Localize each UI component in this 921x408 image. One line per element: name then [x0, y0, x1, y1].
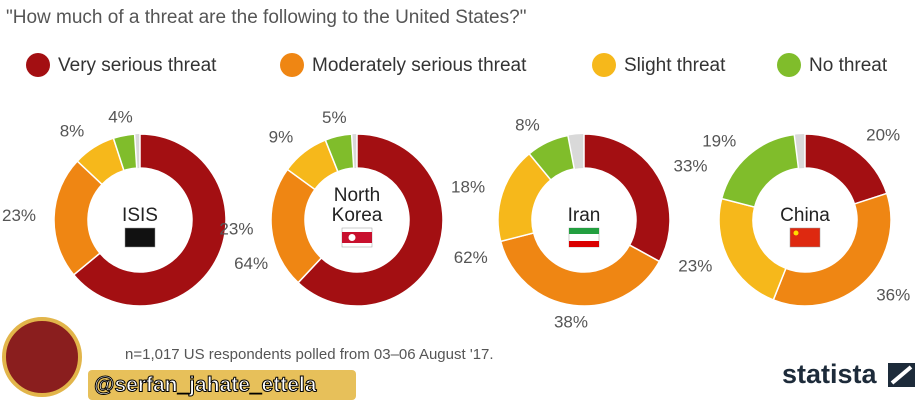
- logo-icon-mark: [890, 365, 913, 385]
- legend-marker: [280, 53, 304, 77]
- donut-slice: [112, 133, 138, 172]
- donut-slice: [499, 232, 661, 307]
- note: n=1,017 US respondents polled from 03–06…: [125, 346, 494, 363]
- watermark-bg: [88, 370, 356, 400]
- donut-slice: [324, 133, 355, 173]
- donut-label-box: China: [780, 205, 830, 226]
- data-label: 8%: [515, 115, 540, 134]
- data-label: 8%: [60, 122, 85, 141]
- data-label: 38%: [554, 313, 588, 332]
- donut-label-box: North Korea: [331, 185, 383, 226]
- donut-slice: [720, 133, 800, 208]
- legend-label: Moderately serious threat: [312, 55, 527, 76]
- data-label: 23%: [678, 257, 712, 276]
- data-label: 5%: [322, 108, 347, 127]
- donut-label: ISIS: [122, 205, 158, 226]
- donut-slice: [772, 192, 892, 307]
- flag-band: [569, 241, 599, 247]
- donut-label: China: [780, 205, 830, 226]
- data-label: 36%: [876, 285, 910, 304]
- legend-label: Slight threat: [624, 55, 726, 76]
- legend-marker: [777, 53, 801, 77]
- flag: [789, 227, 821, 248]
- legend-marker: [592, 53, 616, 77]
- watermark-emblem: [2, 317, 82, 397]
- source-logo: statista: [782, 359, 878, 389]
- data-label: 62%: [454, 248, 488, 267]
- legend-marker: [26, 53, 50, 77]
- watermark: @serfan_jahate_ettela: [94, 374, 317, 397]
- donut-slice: [528, 134, 576, 181]
- data-label: 9%: [269, 127, 294, 146]
- data-label: 4%: [108, 107, 133, 126]
- data-label: 19%: [702, 131, 736, 150]
- data-label: 64%: [234, 254, 268, 273]
- donut-label: Iran: [567, 205, 601, 226]
- flag: [124, 227, 156, 248]
- legend-label: No threat: [809, 55, 888, 76]
- donut-slice: [297, 133, 444, 307]
- data-label: 33%: [674, 157, 708, 176]
- data-label: 18%: [451, 177, 485, 196]
- donut-slice: [583, 133, 671, 263]
- flag-band: [569, 228, 599, 234]
- data-label: 20%: [866, 125, 900, 144]
- donut-label-box: Iran: [567, 205, 601, 226]
- flag-band: [342, 232, 372, 243]
- donut-slice: [72, 133, 227, 307]
- donut-label: North Korea: [331, 185, 383, 226]
- flag-star: [793, 230, 799, 236]
- data-label: 23%: [219, 219, 253, 238]
- data-label: 23%: [2, 206, 36, 225]
- donut-label-box: ISIS: [122, 205, 158, 226]
- chart-title: "How much of a threat are the following …: [6, 7, 526, 28]
- flag-emblem: [348, 234, 356, 241]
- legend-label: Very serious threat: [58, 55, 217, 76]
